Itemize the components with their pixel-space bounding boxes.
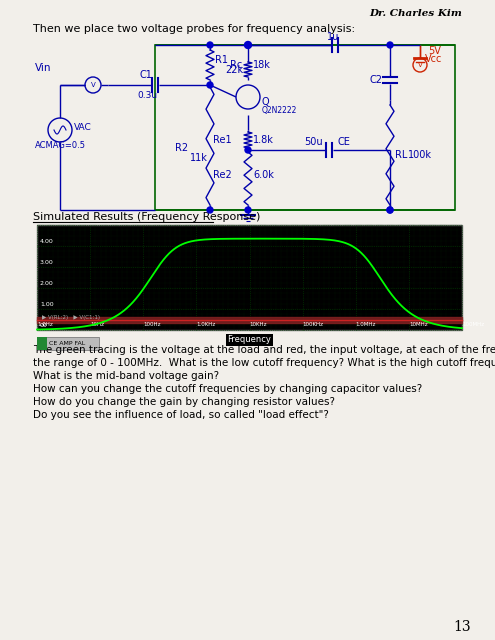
Text: C2: C2 [370,75,383,85]
Circle shape [387,42,393,48]
Circle shape [245,42,251,49]
Text: What is the mid-band voltage gain?: What is the mid-band voltage gain? [33,371,219,381]
Text: 10MHz: 10MHz [409,322,428,327]
Circle shape [207,82,213,88]
Text: 1.8k: 1.8k [253,135,274,145]
Bar [155,45,455,210]
Text: Simulated Results (Frequency Response): Simulated Results (Frequency Response) [33,212,260,222]
Text: 22k: 22k [225,65,243,75]
Text: Vcc: Vcc [425,54,443,64]
Text: Dr. Charles Kim: Dr. Charles Kim [369,10,462,19]
Text: Q: Q [262,97,270,107]
Circle shape [207,42,213,48]
Text: 5V: 5V [428,46,441,56]
Text: 4.00: 4.00 [40,239,54,244]
Text: 1.0MHz: 1.0MHz [356,322,376,327]
Text: Rc: Rc [230,60,242,70]
Text: the range of 0 - 100MHz.  What is the low cutoff frequency? What is the high cut: the range of 0 - 100MHz. What is the low… [33,358,495,368]
Text: 10KHz: 10KHz [249,322,267,327]
Text: 100Hz: 100Hz [143,322,161,327]
Circle shape [387,207,393,213]
Text: C1: C1 [140,70,153,80]
Text: 1u: 1u [327,32,340,42]
Circle shape [207,207,213,213]
Text: Q2N2222: Q2N2222 [262,106,297,115]
Text: ▶ V(RL:2)   ▶ V(C1:1): ▶ V(RL:2) ▶ V(C1:1) [42,316,100,321]
Bar [37,337,47,350]
Text: Frequency: Frequency [228,335,271,344]
Text: 6.0k: 6.0k [253,170,274,180]
Text: RL: RL [395,150,407,160]
Text: ACMAG=0.5: ACMAG=0.5 [35,141,86,150]
Circle shape [387,207,393,213]
Text: 50u: 50u [304,137,323,147]
Text: 2.00: 2.00 [40,281,54,286]
Bar [37,337,99,350]
Text: The green tracing is the voltage at the load and red, the input voltage, at each: The green tracing is the voltage at the … [33,345,495,355]
Text: CE: CE [337,137,350,147]
Text: How can you change the cutoff frequencies by changing capacitor values?: How can you change the cutoff frequencie… [33,384,422,394]
Text: How do you change the gain by changing resistor values?: How do you change the gain by changing r… [33,397,335,407]
Text: V: V [418,62,422,68]
Text: 0.3u: 0.3u [137,90,157,99]
Text: 18k: 18k [253,60,271,70]
Text: Vin: Vin [35,63,51,73]
Text: 100k: 100k [408,150,432,160]
Text: VAC: VAC [74,122,92,131]
Text: 100MHz: 100MHz [462,322,484,327]
Circle shape [245,147,251,153]
Text: 00: 00 [40,323,48,328]
Text: R1: R1 [215,55,228,65]
Text: 13: 13 [453,620,471,634]
Text: CE AMP FAL: CE AMP FAL [49,341,85,346]
Text: V: V [91,82,96,88]
Text: Then we place two voltage probes for frequency analysis:: Then we place two voltage probes for fre… [33,24,355,34]
Text: 11k: 11k [190,153,208,163]
Text: Do you see the influence of load, so called "load effect"?: Do you see the influence of load, so cal… [33,410,329,420]
Text: Re2: Re2 [213,170,232,180]
Text: 3.00: 3.00 [40,260,54,265]
Text: 100KHz: 100KHz [302,322,324,327]
Text: 1.0KHz: 1.0KHz [197,322,216,327]
Bar [37,225,462,330]
Text: 1.00: 1.00 [40,302,53,307]
Text: 1.0Hz: 1.0Hz [37,322,53,327]
Text: Re1: Re1 [213,135,232,145]
Text: R2: R2 [175,143,188,153]
Circle shape [245,207,251,213]
Text: 10Hz: 10Hz [90,322,104,327]
